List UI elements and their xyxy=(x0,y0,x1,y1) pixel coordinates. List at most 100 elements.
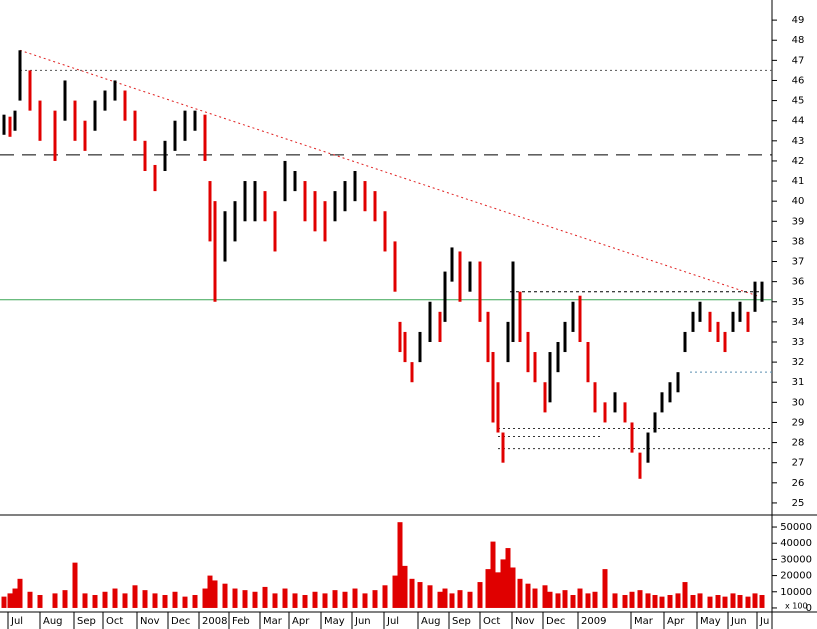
volume-bar xyxy=(477,582,483,608)
x-tick-label: Sep xyxy=(77,616,96,627)
volume-bar xyxy=(232,588,238,608)
volume-bar xyxy=(17,578,23,608)
y-tick-label: 28 xyxy=(792,438,805,449)
volume-bar xyxy=(555,593,561,608)
y-tick-label: 32 xyxy=(792,357,805,368)
volume-bar xyxy=(752,593,758,608)
volume-bar xyxy=(252,591,258,608)
volume-bar xyxy=(382,585,388,608)
x-tick-label: Oct xyxy=(106,616,123,627)
volume-bar xyxy=(667,595,673,608)
volume-bar xyxy=(517,578,523,608)
volume-bar xyxy=(342,591,348,608)
volume-bar xyxy=(222,583,228,608)
volume-bar xyxy=(612,593,618,608)
volume-bar xyxy=(745,596,751,608)
volume-bar xyxy=(730,593,736,608)
y-tick-label: 35 xyxy=(792,297,805,308)
x-tick-label: 2008 xyxy=(202,616,227,627)
volume-bar xyxy=(622,595,628,608)
x-tick-label: Dec xyxy=(546,616,565,627)
volume-bar xyxy=(562,590,568,608)
y-tick-label: 36 xyxy=(792,277,805,288)
volume-bar xyxy=(162,595,168,608)
volume-bar xyxy=(542,585,548,608)
x-tick-label: Sep xyxy=(452,616,471,627)
y-tick-label: 49 xyxy=(792,15,805,26)
volume-bar xyxy=(142,590,148,608)
volume-bar xyxy=(467,591,473,608)
y-tick-label: 37 xyxy=(792,257,805,268)
x-tick-label: May xyxy=(700,616,721,627)
volume-bar xyxy=(82,593,88,608)
volume-bar xyxy=(707,596,713,608)
x-tick-label: Jul xyxy=(10,616,23,627)
y-tick-label: 42 xyxy=(792,156,805,167)
y2-tick-label: 30000 xyxy=(780,554,812,565)
volume-bar xyxy=(302,595,308,608)
volume-bar xyxy=(759,595,765,608)
volume-bar xyxy=(112,588,118,608)
volume-bar xyxy=(102,591,108,608)
volume-unit: x 100 xyxy=(785,602,808,611)
y-tick-label: 43 xyxy=(792,136,805,147)
y2-tick-label: 50000 xyxy=(780,522,812,533)
y-tick-label: 45 xyxy=(792,96,805,107)
volume-bar xyxy=(602,569,608,608)
volume-bar xyxy=(62,590,68,608)
volume-bar xyxy=(659,596,665,608)
volume-bar xyxy=(182,596,188,608)
volume-bar xyxy=(715,595,721,608)
x-tick-label: Jun xyxy=(354,616,371,627)
volume-bar xyxy=(122,593,128,608)
x-tick-label: Nov xyxy=(515,616,535,627)
volume-bar xyxy=(637,590,643,608)
volume-bar xyxy=(332,590,338,608)
x-tick-label: Mar xyxy=(634,616,654,627)
volume-bar xyxy=(442,588,448,608)
volume-bar xyxy=(417,582,423,608)
volume-bar xyxy=(362,593,368,608)
y-tick-label: 27 xyxy=(792,458,805,469)
volume-bar xyxy=(352,588,358,608)
volume-bar xyxy=(192,595,198,608)
x-tick-label: 2009 xyxy=(581,616,606,627)
y-tick-label: 48 xyxy=(792,35,805,46)
y-tick-label: 34 xyxy=(792,317,805,328)
volume-bar xyxy=(505,548,511,608)
volume-bar xyxy=(402,565,408,608)
volume-bar xyxy=(449,593,455,608)
volume-bar xyxy=(152,593,158,608)
volume-bar xyxy=(242,590,248,608)
volume-bar xyxy=(690,595,696,608)
volume-bar xyxy=(27,591,33,608)
volume-bar xyxy=(322,593,328,608)
volume-bar xyxy=(409,578,415,608)
volume-bar xyxy=(495,572,501,608)
volume-bar xyxy=(272,593,278,608)
volume-bar xyxy=(202,588,208,608)
volume-bar xyxy=(282,588,288,608)
x-tick-label: Apr xyxy=(292,616,310,627)
y2-tick-label: 10000 xyxy=(780,587,812,598)
volume-bar xyxy=(675,593,681,608)
y-tick-label: 38 xyxy=(792,236,805,247)
y-tick-label: 40 xyxy=(792,196,805,207)
volume-bar xyxy=(1,596,7,608)
x-tick-label: Dec xyxy=(171,616,190,627)
volume-bar xyxy=(652,595,658,608)
x-tick-label: Mar xyxy=(263,616,283,627)
y2-tick-label: 40000 xyxy=(780,538,812,549)
volume-bar xyxy=(629,591,635,608)
y2-tick-label: 20000 xyxy=(780,571,812,582)
volume-bar xyxy=(132,585,138,608)
volume-bar xyxy=(372,590,378,608)
y-tick-label: 33 xyxy=(792,337,805,348)
x-tick-label: Nov xyxy=(140,616,160,627)
y-tick-label: 44 xyxy=(792,116,805,127)
volume-bar xyxy=(52,593,58,608)
x-tick-label: May xyxy=(324,616,345,627)
volume-bar xyxy=(292,593,298,608)
